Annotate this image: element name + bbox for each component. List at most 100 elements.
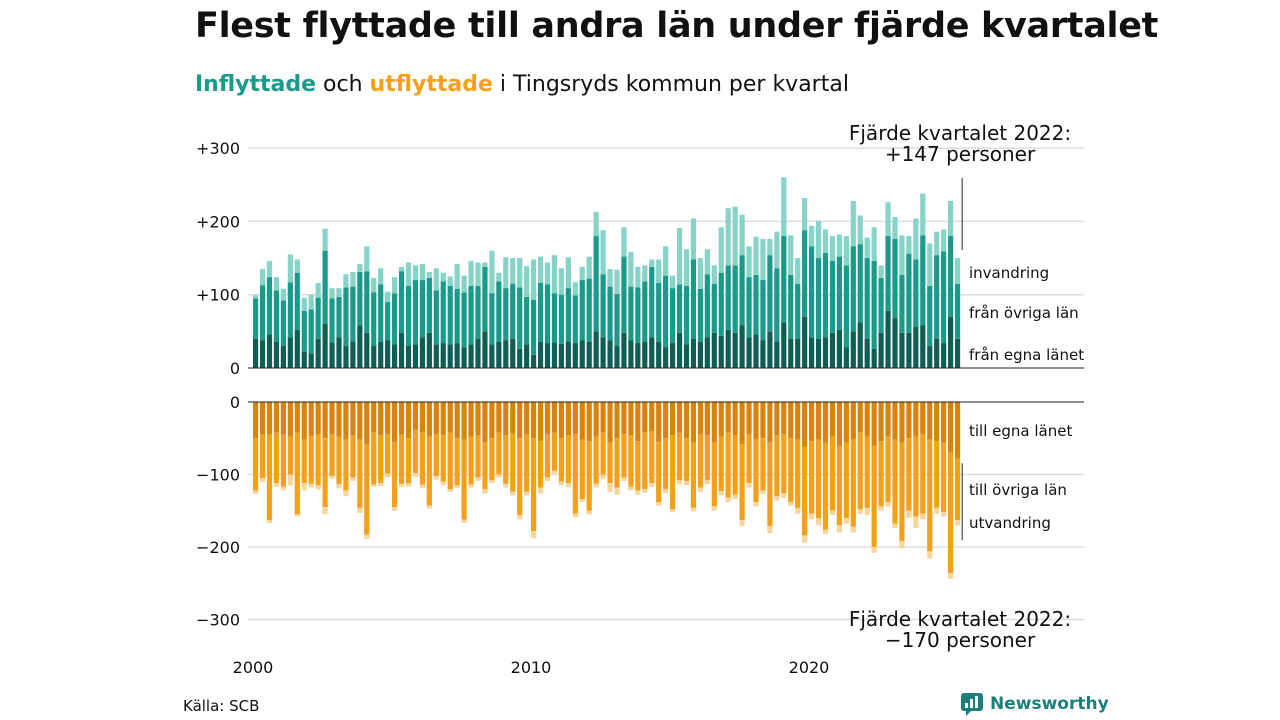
bar-out-utvandring: [551, 470, 558, 475]
bar-out-egna-lanet: [280, 402, 286, 435]
bar-in-invandring: [392, 277, 398, 294]
bar-out-utvandring: [941, 512, 947, 517]
bar-out-egna-lanet: [426, 402, 432, 437]
bar-in-ovriga-lan: [440, 281, 446, 344]
bar-out-utvandring: [899, 541, 905, 549]
bar-out-utvandring: [774, 496, 780, 501]
bar-out-ovriga-lan: [864, 436, 870, 508]
bar-in-invandring: [433, 268, 439, 291]
bar-out-egna-lanet: [510, 402, 516, 434]
bar-in-ovriga-lan: [878, 277, 884, 333]
bar-out-egna-lanet: [607, 402, 613, 443]
bar-out-utvandring: [531, 531, 537, 539]
bar-in-egna-lanet: [392, 344, 398, 368]
bar-out-ovriga-lan: [941, 442, 947, 513]
bar-out-egna-lanet: [336, 402, 342, 437]
bar-out-ovriga-lan: [774, 435, 780, 497]
bar-in-egna-lanet: [468, 344, 474, 368]
bar-out-egna-lanet: [496, 402, 502, 433]
bar-in-ovriga-lan: [954, 283, 961, 339]
bar-in-egna-lanet: [378, 341, 384, 368]
bar-in-invandring: [809, 225, 815, 247]
bar-in-invandring: [628, 252, 634, 287]
bar-in-egna-lanet: [266, 334, 273, 368]
bar-out-egna-lanet: [857, 402, 863, 433]
bar-out-egna-lanet: [892, 402, 898, 440]
bar-out-utvandring: [690, 507, 697, 512]
bar-out-utvandring: [308, 483, 314, 488]
bar-in-ovriga-lan: [496, 281, 502, 342]
bar-out-ovriga-lan: [287, 436, 293, 475]
bar-in-ovriga-lan: [593, 236, 599, 332]
bar-in-invandring: [350, 271, 356, 287]
bar-in-egna-lanet: [343, 346, 349, 368]
bar-in-invandring: [357, 263, 363, 272]
bar-in-invandring: [371, 277, 377, 293]
bar-out-ovriga-lan: [878, 441, 884, 507]
bar-in-ovriga-lan: [468, 285, 474, 345]
bar-in-egna-lanet: [642, 341, 648, 368]
bar-in-egna-lanet: [517, 348, 523, 368]
bar-out-ovriga-lan: [301, 439, 307, 484]
bar-out-egna-lanet: [739, 402, 745, 445]
bar-in-ovriga-lan: [551, 293, 558, 343]
bar-out-ovriga-lan: [649, 431, 655, 484]
bar-out-ovriga-lan: [378, 435, 384, 484]
bar-out-utvandring: [398, 483, 405, 487]
bar-out-ovriga-lan: [614, 438, 620, 488]
bar-in-egna-lanet: [308, 353, 314, 368]
bar-in-invandring: [405, 262, 412, 286]
bar-in-egna-lanet: [447, 344, 453, 368]
y-tick-label-out: −100: [196, 466, 240, 485]
bar-in-invandring: [475, 262, 481, 286]
bar-out-egna-lanet: [544, 402, 551, 434]
bar-in-ovriga-lan: [343, 287, 349, 347]
bar-in-invandring: [864, 237, 870, 259]
bar-out-utvandring: [447, 489, 453, 492]
bar-in-egna-lanet: [398, 332, 405, 368]
bar-in-invandring: [440, 272, 446, 282]
bar-in-egna-lanet: [822, 337, 829, 368]
bar-out-ovriga-lan: [642, 432, 648, 489]
bar-in-ovriga-lan: [607, 286, 613, 341]
bar-in-egna-lanet: [607, 340, 613, 368]
bar-in-ovriga-lan: [809, 246, 815, 338]
bar-out-utvandring: [781, 493, 787, 498]
bar-in-egna-lanet: [864, 338, 870, 368]
bar-out-ovriga-lan: [433, 433, 439, 476]
bar-out-egna-lanet: [795, 402, 801, 440]
subtitle-rest: i Tingsryds kommun per kvartal: [492, 72, 849, 97]
bar-in-egna-lanet: [788, 338, 794, 368]
bar-in-ovriga-lan: [934, 255, 940, 339]
bar-in-invandring: [767, 238, 773, 256]
bar-in-ovriga-lan: [802, 230, 808, 317]
bar-out-utvandring: [628, 486, 634, 491]
bar-out-utvandring: [579, 499, 585, 503]
bar-out-egna-lanet: [934, 402, 940, 442]
bar-in-egna-lanet: [635, 343, 641, 368]
bar-in-egna-lanet: [690, 338, 697, 368]
bar-out-egna-lanet: [725, 402, 731, 433]
bar-out-egna-lanet: [614, 402, 620, 439]
bar-out-egna-lanet: [537, 402, 544, 442]
bar-in-invandring: [690, 218, 697, 260]
bar-out-utvandring: [621, 477, 627, 482]
bar-out-ovriga-lan: [475, 435, 481, 478]
bar-out-utvandring: [739, 520, 745, 526]
bar-in-ovriga-lan: [885, 236, 891, 311]
bar-in-invandring: [656, 259, 662, 283]
bar-in-egna-lanet: [301, 351, 307, 368]
bar-in-egna-lanet: [253, 338, 259, 368]
bar-out-egna-lanet: [315, 402, 321, 435]
bar-in-egna-lanet: [767, 331, 773, 368]
bar-in-ovriga-lan: [850, 246, 856, 332]
bar-out-ovriga-lan: [850, 439, 856, 527]
bar-out-utvandring: [517, 515, 523, 520]
bar-in-invandring: [531, 259, 537, 300]
bar-out-egna-lanet: [621, 402, 627, 434]
bar-out-ovriga-lan: [920, 433, 926, 514]
bar-out-egna-lanet: [760, 402, 766, 439]
bar-out-ovriga-lan: [308, 436, 314, 484]
bar-in-ovriga-lan: [301, 310, 307, 352]
bar-in-egna-lanet: [419, 337, 425, 368]
